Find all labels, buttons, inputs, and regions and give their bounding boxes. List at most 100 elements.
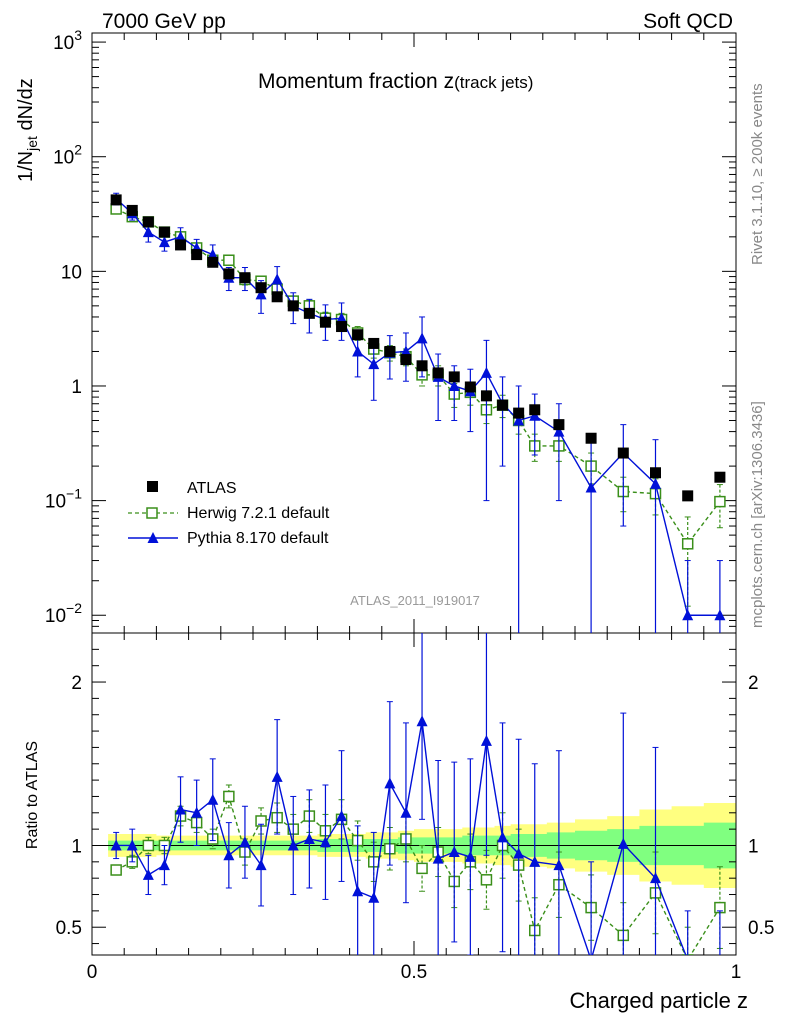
herwig-ratio-point — [143, 840, 153, 850]
pythia-point — [272, 273, 283, 284]
atlas-point — [650, 467, 661, 478]
y-axis-label-main: 1/N — [15, 151, 37, 182]
ratio-y-tick-label: 2 — [71, 673, 82, 694]
pythia-point — [368, 358, 379, 369]
atlas-point — [586, 433, 597, 444]
ratio-y-tick-label-right: 2 — [748, 673, 759, 694]
y-tick-label: 10−1 — [45, 486, 82, 513]
mcplots-reference-label: mcplots.cern.ch [arXiv:1306.3436] — [749, 401, 766, 628]
atlas-point — [239, 272, 250, 283]
atlas-point — [449, 371, 460, 382]
pythia-ratio-point — [368, 892, 379, 903]
header-energy-label: 7000 GeV pp — [102, 10, 226, 33]
pythia-point — [481, 367, 492, 378]
atlas-point — [497, 400, 508, 411]
atlas-point — [465, 381, 476, 392]
atlas-point — [223, 268, 234, 279]
ratio-y-axis-label: Ratio to ATLAS — [24, 741, 41, 849]
ratio-y-tick-label: 0.5 — [56, 918, 82, 939]
atlas-point — [175, 239, 186, 250]
pythia-ratio-point — [481, 735, 492, 746]
legend-atlas-marker — [147, 481, 158, 492]
atlas-point — [433, 367, 444, 378]
pythia-ratio-point — [384, 777, 395, 788]
pythia-point — [417, 332, 428, 343]
analysis-tag: ATLAS_2011_I919017 — [350, 593, 480, 608]
legend: ATLAS Herwig 7.2.1 default Pythia 8.170 … — [128, 480, 330, 547]
y-axis-label: 1/Njet dN/dz — [15, 78, 40, 182]
atlas-point — [618, 448, 629, 459]
atlas-point — [159, 227, 170, 238]
legend-pythia-label: Pythia 8.170 default — [187, 530, 329, 547]
y-tick-label: 103 — [53, 27, 82, 54]
y-tick-label: 10−2 — [45, 600, 82, 627]
pythia-ratio-point — [272, 771, 283, 782]
atlas-point — [272, 291, 283, 302]
atlas-point — [336, 321, 347, 332]
herwig-ratio-point — [417, 863, 427, 873]
atlas-point — [320, 317, 331, 328]
header-process-label: Soft QCD — [643, 10, 733, 33]
herwig-point — [224, 255, 234, 265]
chart-title: Momentum fraction z(track jets) — [258, 70, 533, 93]
x-tick-label: 0 — [87, 962, 98, 983]
atlas-point — [384, 346, 395, 357]
atlas-point — [143, 216, 154, 227]
chart-title-sub: (track jets) — [454, 73, 533, 92]
rivet-version-label: Rivet 3.1.10, ≥ 200k events — [749, 83, 766, 265]
ratio-y-tick-label-right: 1 — [748, 836, 759, 857]
legend-herwig-label: Herwig 7.2.1 default — [187, 505, 330, 522]
atlas-point — [400, 354, 411, 365]
ratio-plot-frame — [92, 633, 736, 955]
y-tick-label: 10 — [61, 262, 82, 283]
pythia-ratio-point — [352, 885, 363, 896]
atlas-point — [368, 338, 379, 349]
herwig-point — [715, 497, 725, 507]
herwig-point — [111, 204, 121, 214]
ratio-y-tick-label: 1 — [71, 836, 82, 857]
pythia-point — [352, 345, 363, 356]
pythia-ratio-point — [586, 954, 597, 965]
chart-figure: 7000 GeV pp Soft QCD Momentum fraction z… — [0, 0, 786, 1024]
atlas-point — [256, 282, 267, 293]
pythia-ratio-point — [159, 859, 170, 870]
atlas-point — [111, 194, 122, 205]
y-tick-label: 102 — [53, 142, 82, 169]
pythia-ratio-point — [714, 954, 725, 965]
ratio-y-tick-label-right: 0.5 — [748, 918, 774, 939]
pythia-line — [116, 199, 720, 616]
pythia-ratio-point — [175, 804, 186, 815]
atlas-point — [529, 404, 540, 415]
pythia-ratio-point — [682, 954, 693, 965]
y-axis-label-tail: dN/dz — [15, 78, 37, 136]
pythia-ratio-point — [417, 715, 428, 726]
y-axis-label-sub: jet — [24, 136, 40, 152]
atlas-point — [553, 419, 564, 430]
herwig-ratio-point — [481, 875, 491, 885]
herwig-ratio-point — [224, 791, 234, 801]
atlas-point — [714, 472, 725, 483]
herwig-ratio-point — [683, 955, 693, 965]
chart-title-main: Momentum fraction z — [258, 70, 454, 93]
x-tick-label: 1 — [731, 962, 742, 983]
x-axis-label: Charged particle z — [569, 988, 748, 1013]
atlas-point — [682, 490, 693, 501]
legend-herwig-marker — [147, 508, 157, 518]
atlas-point — [191, 249, 202, 260]
atlas-point — [417, 360, 428, 371]
pythia-ratio-point — [207, 794, 218, 805]
herwig-point — [683, 539, 693, 549]
y-tick-label: 1 — [71, 377, 82, 398]
legend-atlas-label: ATLAS — [187, 480, 237, 497]
atlas-point — [304, 308, 315, 319]
atlas-point — [127, 205, 138, 216]
atlas-point — [481, 390, 492, 401]
atlas-point — [207, 257, 218, 268]
pythia-ratio-point — [143, 869, 154, 880]
x-tick-label: 0.5 — [401, 962, 427, 983]
atlas-point — [288, 300, 299, 311]
herwig-ratio-point — [111, 865, 121, 875]
ratio-uncertainty-band — [92, 803, 736, 888]
atlas-point — [352, 329, 363, 340]
atlas-point — [513, 408, 524, 419]
